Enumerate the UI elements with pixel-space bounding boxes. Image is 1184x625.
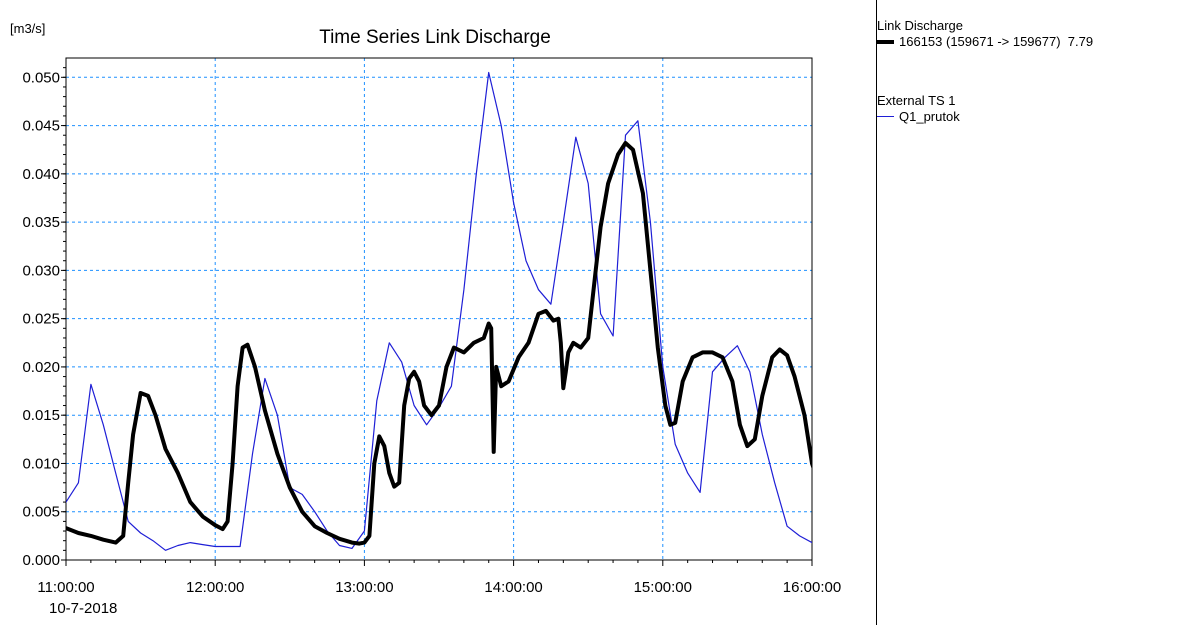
x-tick-label: 13:00:00 [335,579,393,596]
series-lines [66,71,812,551]
legend-swatch-blue [877,116,894,118]
chart-area: Time Series Link Discharge [m3/s] 0.0000… [10,21,841,617]
legend: Link Discharge 166153 (159671 -> 159677)… [876,0,1184,625]
axes [65,57,813,561]
y-tick-label: 0.025 [22,311,60,328]
x-tick-label: 16:00:00 [783,579,841,596]
legend-entry-166153[interactable]: 166153 (159671 -> 159677) 7.79 [877,34,1093,49]
legend-entry-label: 166153 (159671 -> 159677) 7.79 [899,34,1094,49]
y-axis-ticks: 0.000 0.005 0.010 0.015 0.020 0.025 0.030 0.035… [22,67,66,569]
y-tick-label: 0.035 [22,214,60,231]
legend-swatch-black [877,39,894,44]
y-tick-label: 0.000 [22,552,60,569]
y-tick-label: 0.030 [22,262,60,279]
y-tick-label: 0.015 [22,407,60,424]
legend-group-title: External TS 1 [877,93,956,108]
x-tick-label: 14:00:00 [484,579,542,596]
series-line-link-discharge [66,141,812,546]
legend-entry-q1-prutok[interactable]: Q1_prutok [877,109,960,124]
legend-entry-label: Q1_prutok [899,109,960,124]
y-tick-label: 0.020 [22,359,60,376]
y-tick-label: 0.010 [22,455,60,472]
plot-frame [65,57,813,561]
y-axis-unit-label: [m3/s] [10,21,45,36]
y-tick-label: 0.050 [22,69,60,86]
grid-lines [66,58,812,560]
chart-title: Time Series Link Discharge [319,27,551,48]
series-line-q1-prutok [66,71,812,551]
x-axis-ticks: 11:00:00 12:00:00 13:00:00 14:00:00 15:00:00… [37,560,841,596]
legend-group-title: Link Discharge [877,18,963,33]
y-tick-label: 0.045 [22,118,60,135]
y-tick-label: 0.040 [22,166,60,183]
x-axis-date-label: 10-7-2018 [49,600,117,617]
x-tick-label: 15:00:00 [634,579,692,596]
x-tick-label: 11:00:00 [37,579,94,596]
y-tick-label: 0.005 [22,504,60,521]
x-tick-label: 12:00:00 [186,579,244,596]
